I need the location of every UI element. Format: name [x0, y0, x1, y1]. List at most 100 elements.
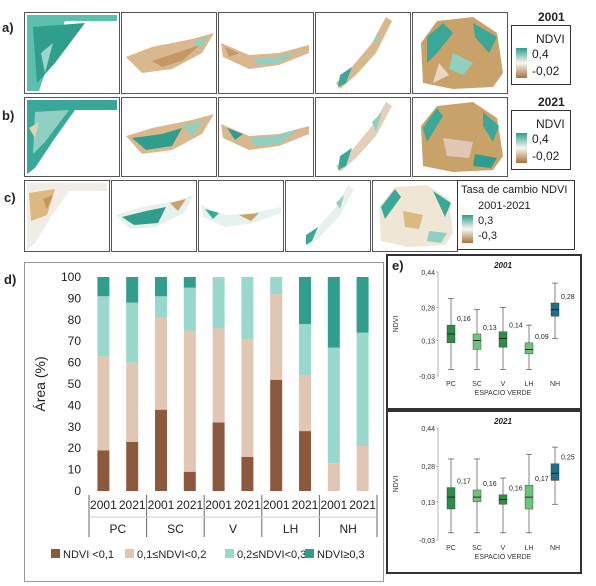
- bar-segment: [183, 277, 196, 288]
- x-tick-label: 2021: [349, 498, 376, 512]
- y-tick-label: 90: [68, 291, 82, 305]
- x-tick-label: NH: [550, 381, 560, 388]
- legend-min: -0,02: [532, 149, 560, 163]
- legend-swatch: [305, 549, 314, 558]
- y-tick-label: 80: [68, 313, 82, 327]
- bar-segment: [299, 431, 311, 491]
- boxplot-2021-panel: 2021 -0,03 0,13 0,28 0,44 NDVI 0,17 PC 0,16 SC 0,1…: [386, 410, 582, 574]
- box-value-label: 0,25: [561, 455, 575, 462]
- legend-ndvi-2021: NDVI 0,4 -0,02: [511, 110, 571, 170]
- x-axis-label: ESPACIO VERDE: [475, 390, 532, 397]
- bar-segment: [327, 277, 340, 348]
- bar-segment: [155, 296, 167, 318]
- legend-label: 0,2≤NDVI<0,3: [237, 549, 306, 561]
- bar-segment: [97, 450, 110, 491]
- legend-label: 0,1≤NDVI<0,2: [137, 549, 206, 561]
- bar-segment: [126, 441, 139, 491]
- box-value-label: 0,17: [457, 479, 471, 486]
- map-b-lh: [315, 97, 411, 177]
- map-b-v: [218, 97, 314, 177]
- box-value-label: 0,16: [483, 481, 497, 488]
- map-c-v: [198, 180, 284, 252]
- y-tick-label: 100: [61, 270, 81, 284]
- bar-segment: [299, 375, 311, 432]
- group-label: NH: [340, 522, 357, 536]
- bar-segment: [356, 332, 369, 447]
- x-tick-label: 2021: [119, 498, 146, 512]
- legend-label: NDVI <0,1: [63, 549, 114, 561]
- box-body: [446, 487, 456, 510]
- legend-colorbar: [516, 48, 527, 78]
- y-tick-label: 50: [68, 377, 82, 391]
- box-value-label: 0,14: [509, 323, 523, 330]
- legend-title: Tasa de cambio NDVI: [461, 184, 568, 196]
- legend-swatch: [51, 549, 60, 558]
- y-tick-label: 0,28: [421, 305, 435, 312]
- x-tick-label: PC: [446, 545, 456, 552]
- bar-segment: [126, 302, 139, 363]
- bar-segment: [270, 277, 283, 295]
- box-value-label: 0,16: [457, 316, 471, 323]
- boxplot-2021-svg: 2021 -0,03 0,13 0,28 0,44 NDVI 0,17 PC 0,16 SC 0,1…: [393, 417, 575, 561]
- x-tick-label: 2021: [292, 498, 319, 512]
- bar-segment: [270, 294, 283, 380]
- y-tick-label: 0: [74, 484, 81, 498]
- bar-segment: [183, 287, 196, 331]
- y-tick-label: 70: [68, 334, 82, 348]
- box-body: [498, 331, 508, 348]
- bar-segment: [327, 347, 340, 464]
- legend-title: NDVI: [536, 32, 565, 46]
- year-label-2021: 2021: [538, 95, 565, 109]
- box-body: [550, 463, 560, 481]
- x-tick-label: V: [501, 381, 506, 388]
- box-value-label: 0,09: [535, 334, 549, 341]
- y-axis-label: NDVI: [393, 476, 400, 493]
- bar-segment: [183, 330, 196, 472]
- y-tick-label: 0,13: [421, 339, 435, 346]
- y-axis-label: NDVI: [393, 316, 400, 333]
- legend-min: -0,3: [478, 230, 497, 242]
- map-a-nh: [412, 12, 508, 94]
- legend-colorbar: [462, 215, 473, 243]
- bar-segment: [327, 463, 340, 491]
- x-tick-label: SC: [472, 381, 482, 388]
- x-tick-label: 2001: [148, 498, 175, 512]
- legend-min: -0,02: [532, 64, 560, 78]
- box-value-label: 0,16: [509, 486, 523, 493]
- box-body: [472, 489, 482, 503]
- y-tick-label: -0,03: [419, 374, 435, 381]
- box-body: [524, 342, 534, 355]
- x-tick-label: PC: [446, 381, 456, 388]
- map-c-lh: [285, 180, 371, 252]
- x-tick-label: 2021: [176, 498, 203, 512]
- panel-label-e: e): [392, 258, 404, 273]
- y-tick-label: 30: [68, 420, 82, 434]
- bar-segment: [155, 409, 167, 491]
- legend-max: 0,4: [532, 132, 549, 146]
- map-a-pc: [24, 12, 120, 94]
- x-tick-label: 2001: [320, 498, 347, 512]
- map-c-pc: [24, 180, 110, 252]
- bar-segment: [241, 339, 254, 457]
- box-value-label: 0,17: [535, 476, 549, 483]
- y-tick-label: 60: [68, 356, 82, 370]
- boxplot-2001-svg: 2001 -0,03 0,13 0,28 0,44 NDVI 0,16 PC 0,13 SC 0,1…: [393, 261, 575, 397]
- legend-swatch: [225, 549, 234, 558]
- x-tick-label: SC: [472, 545, 482, 552]
- y-axis-label: Área (%): [32, 356, 48, 411]
- legend-max: 0,4: [532, 47, 549, 61]
- x-tick-label: V: [501, 545, 506, 552]
- bar-segment: [155, 277, 167, 297]
- bar-segment: [212, 328, 225, 423]
- bar-segment: [299, 324, 311, 376]
- legend-ndvi-2001: NDVI 0,4 -0,02: [511, 25, 571, 85]
- x-tick-label: LH: [525, 545, 534, 552]
- y-tick-label: 40: [68, 398, 82, 412]
- stacked-bar-chart: 0 10 20 30 40 50 60 70 80 90 100 Área (%) 2001 2021 20…: [24, 262, 384, 582]
- bar-segment: [126, 277, 139, 303]
- map-a-lh: [315, 12, 411, 94]
- panel-label-b: b): [2, 108, 15, 123]
- x-tick-label: 2001: [90, 498, 117, 512]
- map-b-nh: [412, 97, 508, 177]
